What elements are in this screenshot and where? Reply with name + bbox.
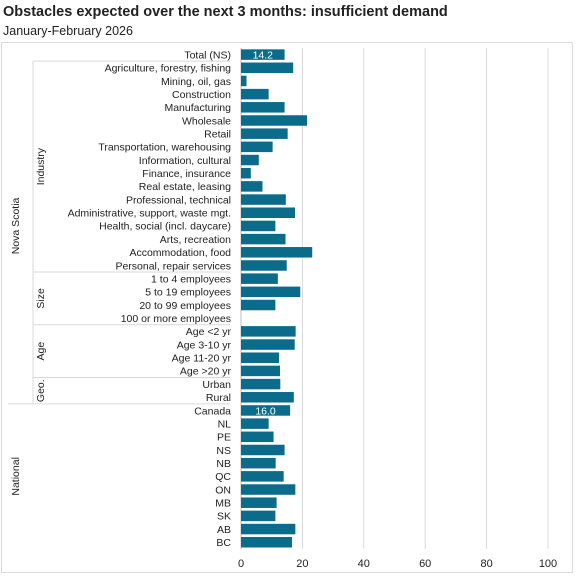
category-label: MB — [215, 498, 231, 510]
chart-frame — [1, 42, 573, 573]
x-tick-label: 20 — [296, 558, 308, 570]
bar — [241, 194, 286, 205]
category-label: Construction — [172, 89, 231, 101]
category-label: Information, cultural — [139, 155, 231, 167]
category-label: Real estate, leasing — [139, 181, 231, 193]
bar — [241, 339, 295, 350]
bar — [241, 405, 291, 416]
category-label: Personal, repair services — [115, 260, 231, 272]
bar — [241, 115, 308, 126]
category-label: Finance, insurance — [142, 168, 231, 180]
category-label: 1 to 4 employees — [151, 273, 231, 285]
bar — [241, 471, 284, 482]
category-label: Rural — [206, 392, 231, 404]
bar — [241, 497, 277, 508]
bar — [241, 167, 251, 179]
category-label: 5 to 19 employees — [145, 287, 231, 299]
x-tick-label: 60 — [419, 558, 431, 570]
inner-group-label: Geo. — [35, 379, 47, 402]
category-label: Age >20 yr — [180, 366, 232, 378]
category-label: 100 or more employees — [121, 313, 231, 325]
bar — [241, 365, 280, 377]
category-label: Manufacturing — [164, 102, 231, 114]
category-label: Age <2 yr — [186, 326, 232, 338]
data-label: 16.0 — [255, 405, 276, 417]
bars: 14.2 16.0 — [241, 49, 313, 548]
bar — [241, 523, 296, 535]
category-label: Age 11-20 yr — [172, 353, 232, 365]
bar — [241, 484, 296, 495]
group-labels: Nova Scotia National Industry Size Age Geo. — [10, 147, 47, 495]
inner-group-label: Age — [35, 342, 47, 361]
bar — [241, 352, 280, 363]
data-label: 14.2 — [253, 49, 274, 61]
bar — [241, 207, 296, 218]
bar — [241, 510, 276, 522]
x-tick-labels: 0 20 40 60 80 100 — [238, 558, 557, 570]
bar — [241, 181, 263, 192]
category-label: Urban — [202, 379, 231, 391]
x-tick-label: 100 — [539, 558, 557, 570]
category-label: Retail — [204, 128, 231, 140]
x-tick-label: 80 — [480, 558, 492, 570]
bar — [241, 299, 276, 311]
bar — [241, 444, 285, 456]
category-label: NS — [216, 445, 231, 457]
category-label: Accommodation, food — [129, 247, 231, 259]
category-label: Transportation, warehousing — [98, 142, 231, 154]
category-label: Arts, recreation — [160, 234, 231, 246]
category-label: Total (NS) — [184, 49, 231, 61]
bar — [241, 233, 286, 245]
bar — [241, 141, 273, 153]
chart-subtitle: January-February 2026 — [3, 24, 133, 38]
bar — [241, 128, 288, 139]
category-label: Canada — [194, 405, 231, 417]
x-tick-label: 40 — [358, 558, 370, 570]
x-tick-label: 0 — [238, 558, 244, 570]
bar — [241, 378, 281, 390]
bar — [241, 286, 301, 298]
bar — [241, 457, 276, 469]
category-label: Health, social (incl. daycare) — [99, 221, 231, 233]
group-separators — [8, 60, 230, 405]
category-label: NB — [216, 458, 231, 470]
bar — [241, 260, 287, 271]
category-label: Professional, technical — [126, 194, 231, 206]
bar — [241, 537, 292, 548]
category-label: NL — [218, 418, 232, 430]
bar — [241, 392, 294, 403]
bar — [241, 326, 296, 337]
category-label: Age 3-10 yr — [177, 339, 232, 351]
category-labels: Total (NS) Agriculture, forestry, fishing… — [68, 49, 232, 549]
category-label: ON — [215, 484, 231, 496]
bar — [241, 431, 274, 443]
outer-group-label: Nova Scotia — [10, 197, 22, 254]
bar — [241, 273, 278, 284]
category-label: Administrative, support, waste mgt. — [68, 208, 231, 220]
category-label: BC — [216, 537, 231, 549]
bar — [241, 154, 259, 166]
category-label: PE — [217, 432, 231, 444]
bar — [241, 75, 247, 87]
bar — [241, 102, 285, 113]
category-label: Mining, oil, gas — [161, 76, 231, 88]
bar — [241, 220, 276, 232]
category-label: QC — [215, 471, 231, 483]
inner-group-label: Size — [35, 288, 47, 309]
chart-title: Obstacles expected over the next 3 month… — [3, 4, 448, 20]
outer-group-label: National — [10, 457, 22, 496]
category-label: AB — [217, 524, 231, 536]
category-label: SK — [217, 511, 231, 523]
bar — [241, 88, 269, 100]
category-label: 20 to 99 employees — [139, 300, 231, 312]
bar — [241, 418, 269, 429]
bar — [241, 247, 313, 258]
bar — [241, 62, 294, 74]
inner-group-label: Industry — [35, 147, 47, 185]
category-label: Wholesale — [182, 115, 231, 127]
category-label: Agriculture, forestry, fishing — [105, 63, 232, 75]
bar — [241, 49, 285, 60]
